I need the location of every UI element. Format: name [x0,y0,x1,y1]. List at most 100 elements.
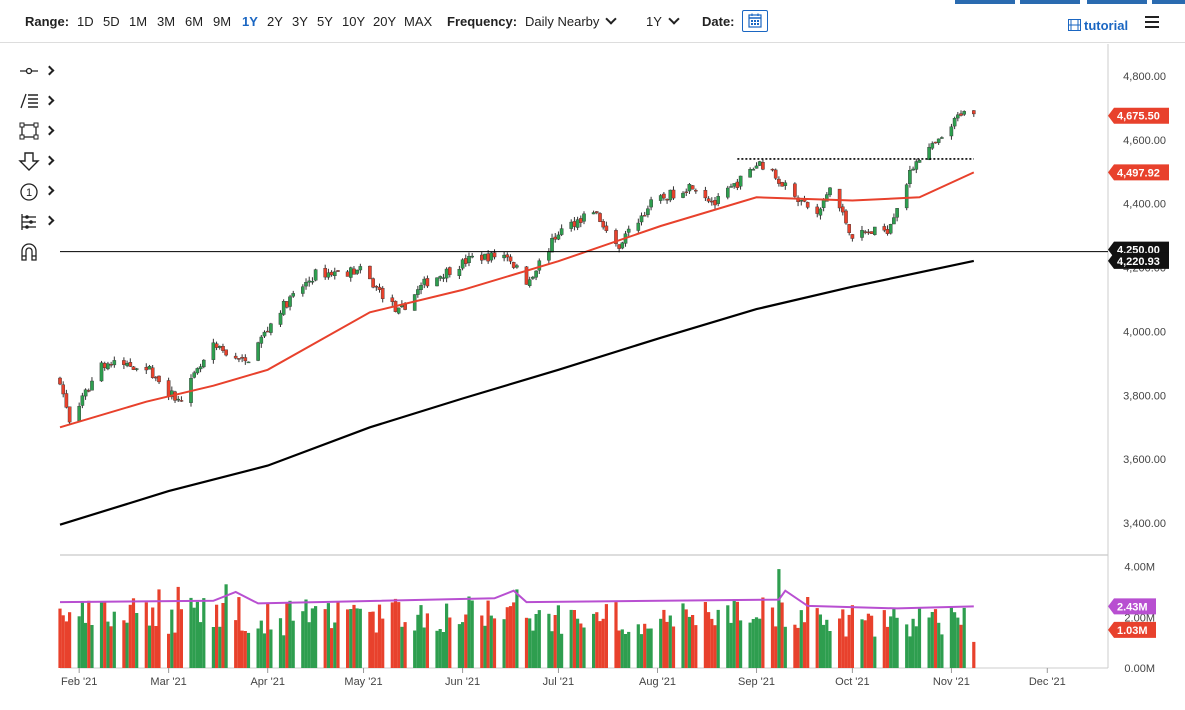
price-chart[interactable]: 3,400.003,600.003,800.004,000.004,200.00… [0,42,1185,710]
candle-body [617,244,621,249]
top-tab-4[interactable] [1152,0,1185,4]
annotation-tool[interactable]: 1 [14,180,58,202]
volume-bar [467,596,471,668]
top-tab-2[interactable] [1020,0,1080,4]
volume-bar [659,618,663,668]
volume-bar [754,617,759,668]
candle-body [67,406,72,423]
range-1y[interactable]: 1Y [242,14,258,29]
volume-bar [211,627,215,668]
volume-bar [774,626,778,668]
range-3m[interactable]: 3M [157,14,176,29]
candle-body [505,254,510,258]
volume-bar [534,614,538,668]
range-3y[interactable]: 3Y [292,14,308,29]
fibonacci-tool[interactable] [14,90,58,112]
candle-body [106,363,110,370]
volume-bar [282,635,286,668]
volume-bar [838,618,842,668]
volume-bar [940,634,944,668]
arrow-tool[interactable] [14,150,58,172]
candle-body [486,253,490,262]
top-tab-1[interactable] [955,0,1015,4]
volume-bar [80,601,84,668]
volume-bar [483,625,487,668]
measure-tool[interactable] [14,210,58,232]
candle-body [579,218,583,223]
ma-short-line [59,171,975,429]
volume-tick-label: 4.00M [1124,562,1155,574]
candle-body [780,182,784,187]
chevron-down-icon [668,13,680,25]
candle-body [732,183,736,187]
volume-bar [930,612,934,668]
candle-body [233,355,238,359]
period-select[interactable]: 1Y [646,13,680,30]
volume-bar [470,600,474,668]
candle-body [243,357,248,362]
candle-body [355,269,359,274]
candle-body [821,199,826,209]
candle-body [77,406,81,422]
candle-body [927,146,931,160]
candle-body [869,231,874,234]
range-5y[interactable]: 5Y [317,14,333,29]
toolbar: Range: 1D 5D 1M 3M 6M 9M 1Y 2Y 3Y 5Y 10Y… [0,0,1185,43]
range-20y[interactable]: 20Y [373,14,397,29]
price-tick-label: 4,800.00 [1123,71,1166,83]
candle-body [157,375,161,383]
volume-bar [68,612,72,668]
volume-bar [224,584,228,668]
volume-bar [627,631,631,668]
candle-body [256,342,260,361]
volume-bar [288,600,292,668]
last-price-badge-label: 4,675.50 [1117,111,1160,123]
range-5d[interactable]: 5D [103,14,120,29]
magnet-tool[interactable] [14,240,58,262]
candle-body [358,266,363,271]
candle-body [892,217,896,225]
volume-bar [189,597,193,668]
volume-bar [592,613,596,668]
tutorial-link[interactable]: tutorial [1068,18,1128,33]
time-tick-label: Dec '21 [1029,676,1066,688]
volume-bar [157,589,161,668]
range-1d[interactable]: 1D [77,14,94,29]
candle-body [598,213,602,222]
volume-bar [381,618,385,668]
crosshair-tool[interactable] [14,60,58,82]
frequency-select[interactable]: Daily Nearby [525,13,618,30]
time-tick-label: Apr '21 [250,676,285,688]
price-tick-label: 4,600.00 [1123,135,1166,147]
range-6m[interactable]: 6M [185,14,204,29]
candle-body [313,269,318,281]
volume-bar [128,604,132,668]
range-max[interactable]: MAX [404,14,433,29]
volume-bar [508,606,513,668]
candle-body [885,229,890,234]
range-1m[interactable]: 1M [129,14,148,29]
range-9m[interactable]: 9M [213,14,232,29]
candle-body [757,161,762,166]
hamburger-menu-icon[interactable] [1145,16,1159,28]
volume-bar [710,618,714,668]
volume-bar [707,612,711,668]
range-10y[interactable]: 10Y [342,14,366,29]
candle-body [556,234,561,240]
volume-bar [346,609,350,668]
volume-bar [266,602,270,668]
top-tab-3[interactable] [1087,0,1147,4]
date-picker-button[interactable] [742,10,768,32]
volume-bar [739,620,743,668]
volume-bar [560,633,564,668]
rectangle-tool[interactable] [14,120,58,142]
volume-bar [240,630,244,668]
range-2y[interactable]: 2Y [267,14,283,29]
volume-bar [569,609,573,668]
volume-bar [400,626,404,668]
candle-body [470,255,475,258]
volume-bar [777,569,781,668]
crosshair-icon [20,67,38,75]
candle-body [329,271,334,276]
volume-bar [892,608,896,668]
